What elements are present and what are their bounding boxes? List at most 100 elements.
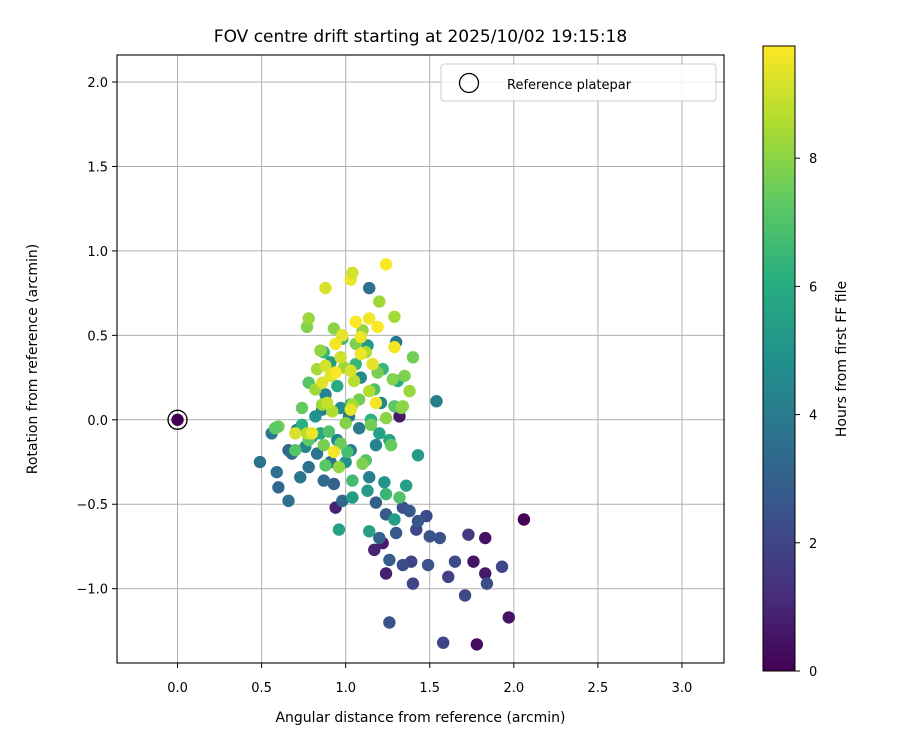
data-point xyxy=(371,320,384,334)
colorbar-tick-label: 6 xyxy=(809,280,817,295)
data-point xyxy=(406,351,420,364)
x-tick-label: 0.5 xyxy=(251,681,272,696)
data-point xyxy=(309,410,322,423)
data-point xyxy=(363,525,376,538)
data-point xyxy=(430,395,443,408)
data-point xyxy=(386,373,399,386)
data-point xyxy=(329,366,342,379)
data-point xyxy=(305,427,319,440)
colorbar-tick-label: 4 xyxy=(809,409,817,424)
data-point xyxy=(331,379,344,393)
x-tick-label: 2.5 xyxy=(588,681,609,696)
legend-label-reference: Reference platepar xyxy=(507,78,632,93)
data-point xyxy=(369,496,383,509)
data-point xyxy=(379,567,393,580)
data-point xyxy=(294,471,307,484)
data-point xyxy=(302,460,315,474)
data-point xyxy=(400,479,413,492)
colorbar-label: Hours from first FF file xyxy=(834,281,850,437)
x-axis-ticks: 0.0 0.5 1.0 1.5 2.0 2.5 3.0 xyxy=(167,663,692,696)
data-point xyxy=(361,484,374,497)
legend: Reference platepar xyxy=(440,63,717,102)
data-point xyxy=(332,523,346,536)
data-point xyxy=(253,455,267,469)
data-point xyxy=(327,477,341,491)
data-point xyxy=(389,526,403,540)
data-point xyxy=(344,364,357,378)
reference-platepar-marker xyxy=(167,409,188,430)
data-point xyxy=(383,616,396,629)
chart-title: FOV centre drift starting at 2025/10/02 … xyxy=(214,27,627,47)
data-point xyxy=(373,427,386,440)
data-point xyxy=(289,444,302,457)
data-point xyxy=(317,474,331,487)
data-point xyxy=(470,638,484,651)
data-point xyxy=(384,438,398,452)
data-point xyxy=(289,427,302,440)
data-point xyxy=(462,528,475,541)
data-point xyxy=(329,337,342,350)
data-point xyxy=(346,474,359,487)
data-point xyxy=(317,438,331,452)
data-point xyxy=(379,487,393,501)
data-point xyxy=(373,295,386,308)
data-point xyxy=(339,416,352,430)
x-tick-label: 1.5 xyxy=(419,681,440,696)
data-point xyxy=(364,418,378,432)
data-point xyxy=(334,437,347,450)
data-point xyxy=(347,374,361,388)
data-point xyxy=(327,322,341,335)
x-tick-label: 1.0 xyxy=(335,681,356,696)
data-point xyxy=(346,491,359,504)
colorbar-tick-label: 2 xyxy=(809,537,817,552)
data-point xyxy=(448,555,462,568)
data-points xyxy=(167,258,531,651)
data-point xyxy=(406,577,420,590)
data-point xyxy=(319,281,332,295)
colorbar-tick-label: 8 xyxy=(809,152,817,167)
y-tick-label: −1.0 xyxy=(76,583,108,598)
data-point xyxy=(366,357,379,371)
reference-data-point xyxy=(171,413,184,426)
data-point xyxy=(388,310,401,323)
data-point xyxy=(336,329,349,342)
data-point xyxy=(354,347,368,361)
data-point xyxy=(352,422,366,435)
data-point xyxy=(393,491,406,504)
data-point xyxy=(396,400,410,413)
data-point xyxy=(332,460,346,474)
data-point xyxy=(517,513,531,526)
data-point xyxy=(379,411,393,425)
data-point xyxy=(327,445,341,459)
y-tick-label: 2.0 xyxy=(87,76,108,91)
data-point xyxy=(495,560,509,573)
y-tick-label: 1.0 xyxy=(87,245,108,260)
colorbar-gradient xyxy=(762,45,796,672)
data-point xyxy=(270,465,283,479)
data-point xyxy=(310,447,324,460)
y-tick-label: 1.5 xyxy=(87,160,108,175)
data-point xyxy=(403,384,416,398)
y-axis-label: Rotation from reference (arcmin) xyxy=(25,244,41,474)
colorbar-tick-label: 0 xyxy=(809,665,817,680)
data-point xyxy=(282,494,295,508)
y-tick-label: −0.5 xyxy=(76,498,108,513)
data-point xyxy=(315,376,329,389)
data-point xyxy=(314,344,327,357)
data-point xyxy=(363,384,376,398)
data-point xyxy=(349,315,362,329)
grid xyxy=(117,55,724,663)
data-point xyxy=(373,531,386,545)
data-point xyxy=(272,481,285,494)
data-point xyxy=(268,422,282,435)
data-point xyxy=(341,445,354,459)
data-point xyxy=(421,558,435,572)
data-point xyxy=(320,396,334,410)
x-tick-label: 0.0 xyxy=(167,681,188,696)
data-point xyxy=(480,577,494,590)
data-point xyxy=(363,471,376,484)
data-point xyxy=(398,369,411,383)
data-point xyxy=(467,555,480,568)
data-point xyxy=(479,531,492,545)
